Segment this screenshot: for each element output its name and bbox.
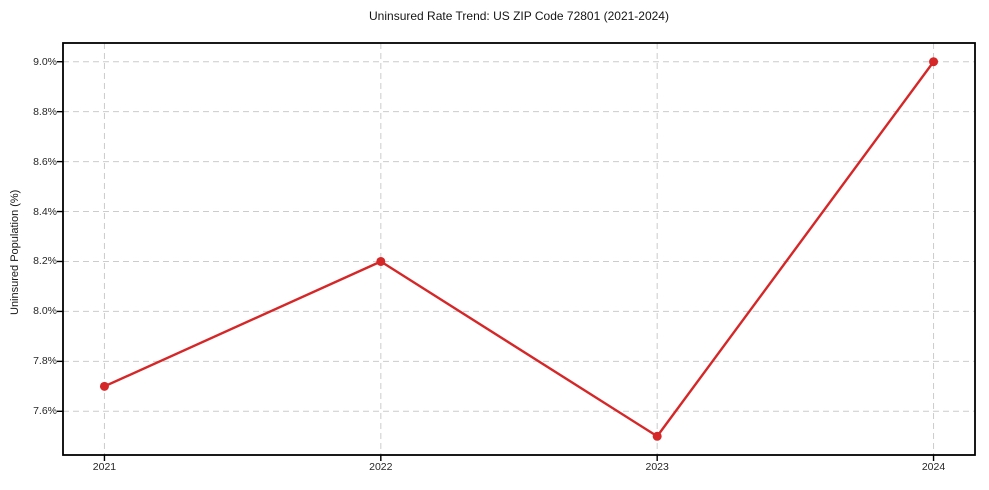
data-point-marker (99, 381, 109, 391)
y-axis-label: Uninsured Population (%) (9, 189, 21, 315)
data-point-marker (652, 431, 662, 441)
x-tick-label: 2023 (645, 461, 669, 473)
data-point-marker (929, 57, 939, 67)
chart-title: Uninsured Rate Trend: US ZIP Code 72801 … (369, 9, 669, 23)
y-tick-label: 8.2% (33, 255, 57, 268)
y-tick-label: 7.6% (33, 405, 57, 418)
x-tick-label: 2022 (369, 461, 393, 473)
trend-line (103, 60, 935, 438)
x-tick-label: 2024 (921, 461, 946, 473)
plot-border (62, 42, 976, 456)
y-tick-label: 8.6% (33, 155, 57, 168)
x-tick-label: 2021 (92, 461, 117, 473)
y-tick-label: 8.0% (33, 305, 57, 318)
y-tick-label: 8.4% (33, 205, 57, 218)
y-tick-label: 8.8% (33, 105, 57, 118)
data-point-marker (376, 256, 386, 266)
y-tick-label: 7.8% (33, 355, 57, 368)
y-tick-label: 9.0% (33, 55, 57, 68)
